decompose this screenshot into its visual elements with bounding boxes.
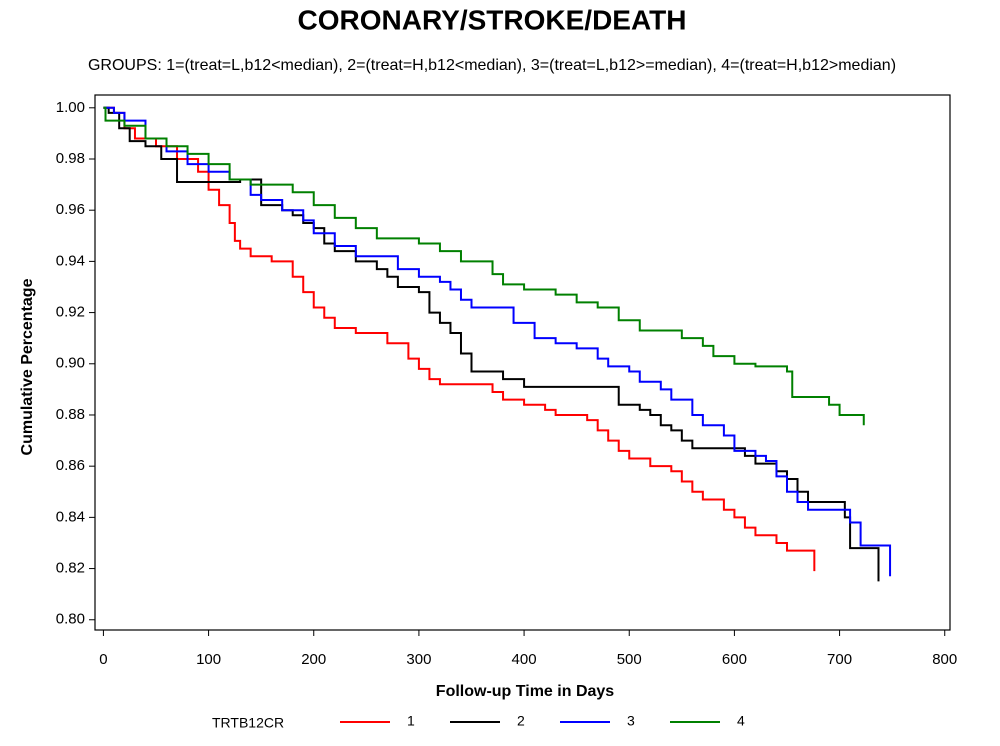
y-tick-label: 0.98 [56, 150, 85, 167]
y-tick-label: 0.94 [56, 252, 85, 269]
legend-label: 2 [517, 713, 525, 729]
chart-subtitle: GROUPS: 1=(treat=L,b12<median), 2=(treat… [88, 57, 896, 74]
x-tick-label: 300 [406, 651, 431, 668]
x-tick-label: 700 [827, 651, 852, 668]
y-tick-label: 0.80 [56, 611, 85, 628]
y-tick-label: 0.92 [56, 304, 85, 321]
legend-title: TRTB12CR [212, 715, 284, 731]
legend-label: 1 [407, 713, 415, 729]
y-tick-label: 1.00 [56, 99, 85, 116]
survival-line [103, 106, 892, 577]
survival-line [103, 106, 880, 582]
x-tick-label: 0 [99, 651, 107, 668]
x-tick-label: 600 [722, 651, 747, 668]
x-tick-label: 200 [301, 651, 326, 668]
y-axis-label: Cumulative Percentage [19, 278, 36, 455]
y-tick-label: 0.84 [56, 508, 85, 525]
survival-line [103, 106, 865, 426]
plot-frame [94, 94, 951, 631]
survival-line [103, 106, 816, 572]
x-tick-label: 500 [617, 651, 642, 668]
legend-label: 3 [627, 713, 635, 729]
y-tick-label: 0.82 [56, 560, 85, 577]
y-tick-label: 0.90 [56, 355, 85, 372]
chart-title: CORONARY/STROKE/DEATH [298, 4, 687, 35]
legend-label: 4 [737, 713, 745, 729]
x-tick-label: 800 [932, 651, 957, 668]
y-tick-label: 0.96 [56, 201, 85, 218]
x-axis-label: Follow-up Time in Days [436, 683, 614, 700]
x-tick-label: 400 [512, 651, 537, 668]
y-tick-label: 0.86 [56, 457, 85, 474]
x-tick-label: 100 [196, 651, 221, 668]
y-tick-label: 0.88 [56, 406, 85, 423]
